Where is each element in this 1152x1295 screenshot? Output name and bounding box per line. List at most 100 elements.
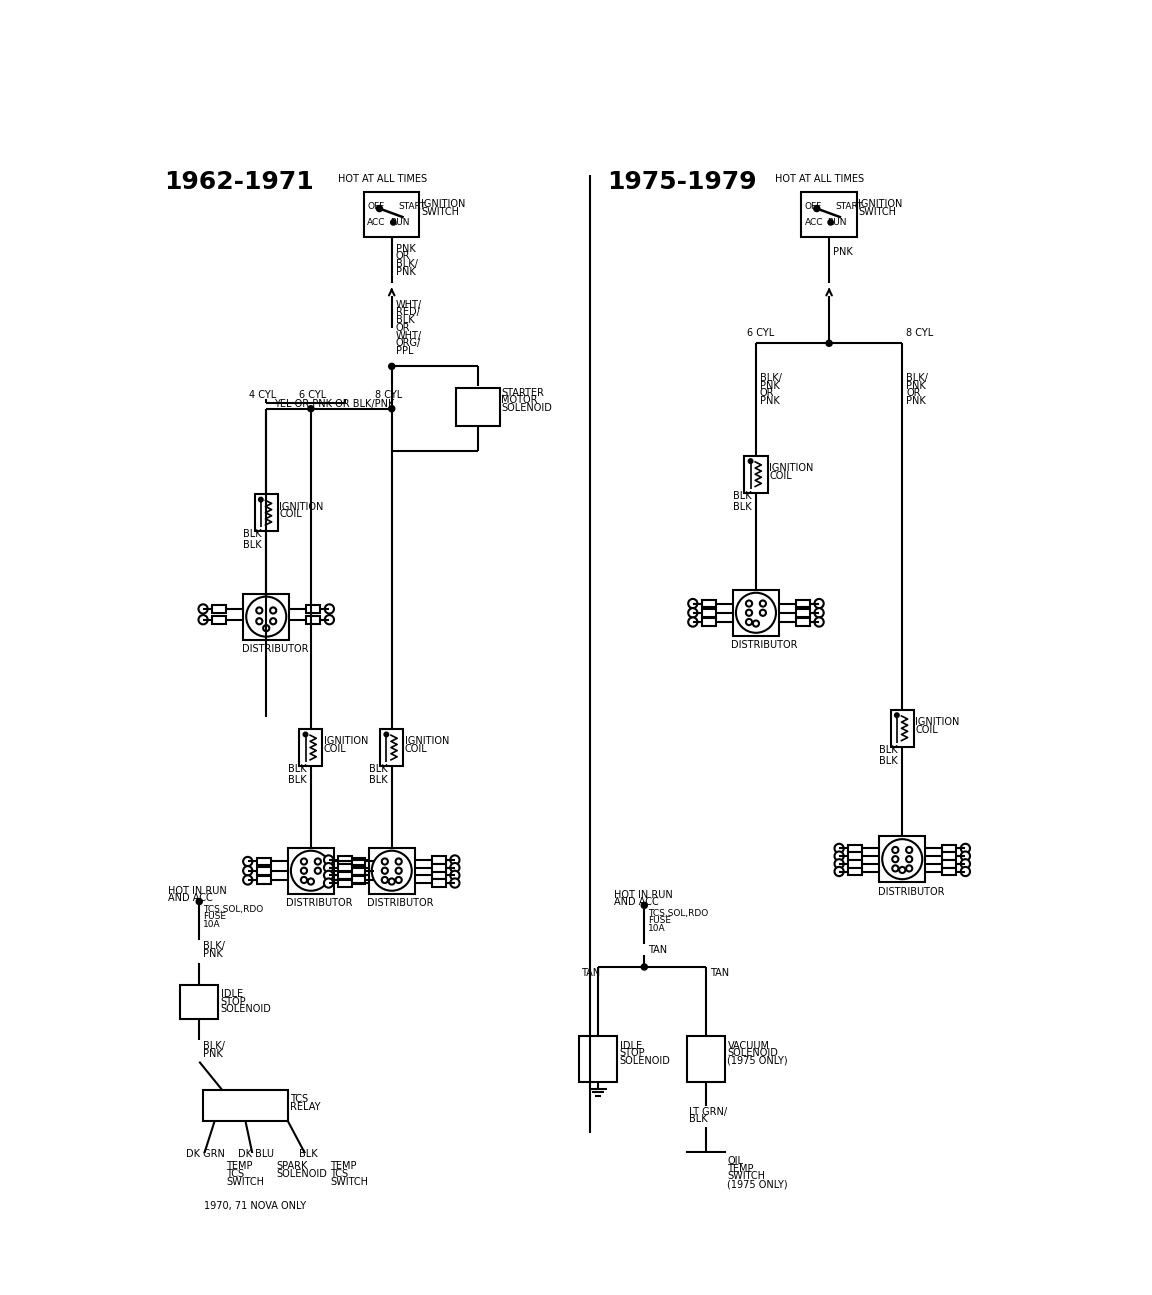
Text: TAN: TAN	[710, 969, 729, 978]
Text: BLK: BLK	[733, 501, 751, 512]
Text: BLK/: BLK/	[203, 1041, 225, 1052]
Circle shape	[389, 407, 394, 412]
Text: RUN: RUN	[391, 218, 410, 227]
Circle shape	[882, 839, 923, 879]
Text: 1970, 71 NOVA ONLY: 1970, 71 NOVA ONLY	[204, 1202, 305, 1211]
Bar	[351, 877, 365, 883]
Circle shape	[907, 847, 912, 853]
Text: TCS,SOL,RDO: TCS,SOL,RDO	[649, 909, 708, 918]
Circle shape	[314, 859, 321, 865]
Bar	[288, 848, 334, 894]
Circle shape	[197, 899, 202, 904]
Circle shape	[688, 598, 697, 609]
Text: DISTRIBUTOR: DISTRIBUTOR	[242, 644, 308, 654]
Text: 10A: 10A	[203, 921, 221, 929]
Text: TEMP: TEMP	[727, 1164, 753, 1173]
Text: FUSE: FUSE	[203, 913, 226, 922]
Circle shape	[893, 856, 899, 862]
Text: YEL OR PNK OR BLK/PNK: YEL OR PNK OR BLK/PNK	[274, 399, 394, 409]
Text: STOP: STOP	[620, 1048, 645, 1058]
Bar	[702, 600, 715, 607]
Text: COIL: COIL	[404, 745, 427, 754]
Text: PNK: PNK	[203, 1049, 222, 1059]
Text: TEMP: TEMP	[331, 1162, 357, 1172]
Text: BLK: BLK	[369, 774, 387, 785]
Text: RELAY: RELAY	[290, 1102, 320, 1112]
Bar	[848, 868, 862, 875]
Circle shape	[395, 877, 402, 883]
Text: BLK: BLK	[689, 1115, 707, 1124]
Circle shape	[308, 878, 314, 884]
Text: TAN: TAN	[649, 945, 667, 954]
Text: TCS,SOL,RDO: TCS,SOL,RDO	[203, 905, 264, 914]
Text: OR: OR	[760, 388, 774, 399]
Text: 6 CYL: 6 CYL	[746, 328, 774, 338]
Circle shape	[688, 618, 697, 627]
Circle shape	[961, 859, 970, 869]
Bar	[338, 872, 351, 879]
Text: BLK: BLK	[288, 774, 306, 785]
Circle shape	[834, 866, 843, 877]
Circle shape	[746, 610, 752, 616]
Text: DISTRIBUTOR: DISTRIBUTOR	[878, 887, 945, 896]
Circle shape	[746, 601, 752, 606]
Text: WHT/: WHT/	[395, 330, 422, 341]
Circle shape	[907, 856, 912, 862]
Circle shape	[325, 615, 334, 624]
Text: IGNITION: IGNITION	[858, 199, 903, 208]
Circle shape	[198, 615, 207, 624]
Bar	[212, 616, 226, 624]
Text: COIL: COIL	[916, 725, 938, 734]
Circle shape	[450, 855, 460, 865]
Bar	[351, 866, 365, 874]
Circle shape	[259, 497, 263, 501]
Text: SWITCH: SWITCH	[858, 207, 896, 216]
Bar	[243, 593, 289, 640]
Circle shape	[370, 875, 379, 884]
Circle shape	[270, 607, 276, 614]
Text: IGNITION: IGNITION	[916, 717, 960, 726]
Text: 1975-1979: 1975-1979	[607, 171, 757, 194]
Text: RED/: RED/	[395, 307, 419, 317]
Circle shape	[834, 852, 843, 861]
Text: BLK: BLK	[879, 755, 897, 765]
Circle shape	[828, 220, 833, 225]
Text: FUSE: FUSE	[649, 917, 672, 926]
Text: SWITCH: SWITCH	[331, 1177, 369, 1186]
Circle shape	[961, 844, 970, 853]
Circle shape	[304, 733, 308, 737]
Circle shape	[760, 601, 766, 606]
Bar	[432, 864, 446, 872]
Circle shape	[688, 609, 697, 618]
Text: PPL: PPL	[395, 346, 414, 356]
Bar	[802, 193, 857, 237]
Bar	[942, 844, 956, 852]
Text: BLK: BLK	[733, 491, 751, 501]
Text: TAN: TAN	[581, 969, 600, 978]
Text: TEMP: TEMP	[226, 1162, 252, 1172]
Circle shape	[377, 206, 382, 211]
Circle shape	[961, 866, 970, 877]
Bar	[306, 616, 320, 624]
Circle shape	[893, 847, 899, 853]
Circle shape	[381, 868, 388, 874]
Bar	[232, 1158, 274, 1186]
Circle shape	[243, 866, 252, 875]
Text: 10A: 10A	[649, 923, 666, 932]
Text: OR: OR	[395, 251, 410, 262]
Bar	[687, 1036, 725, 1083]
Text: COIL: COIL	[324, 745, 347, 754]
Bar	[351, 857, 365, 865]
Circle shape	[263, 625, 270, 631]
Text: 6 CYL: 6 CYL	[298, 390, 326, 400]
Text: OFF: OFF	[804, 202, 821, 211]
Circle shape	[243, 875, 252, 884]
Text: STARTER: STARTER	[501, 387, 544, 398]
Circle shape	[826, 341, 832, 346]
Circle shape	[270, 618, 276, 624]
Circle shape	[834, 844, 843, 853]
Text: PNK: PNK	[395, 243, 416, 254]
Text: SOLENOID: SOLENOID	[501, 403, 552, 413]
Text: IDLE: IDLE	[221, 989, 243, 998]
Text: BLK: BLK	[879, 745, 897, 755]
